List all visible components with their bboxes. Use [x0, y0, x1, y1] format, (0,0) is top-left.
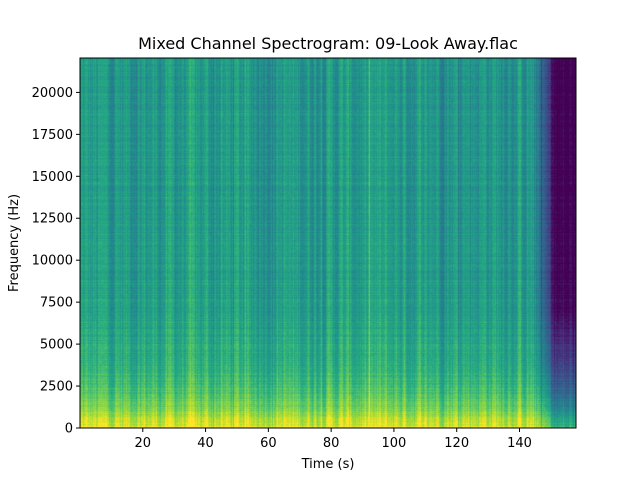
x-tick-label: 40	[197, 436, 214, 451]
x-tick-label: 20	[135, 436, 152, 451]
plot-area	[80, 58, 576, 428]
y-tick-label: 10000	[32, 254, 73, 269]
x-tick-label: 140	[507, 436, 532, 451]
y-tick-label: 5000	[40, 338, 73, 353]
spectrogram-image	[80, 58, 576, 428]
y-tick-label: 20000	[32, 86, 73, 101]
x-tick-label: 60	[260, 436, 277, 451]
x-tick-label: 100	[382, 436, 407, 451]
y-axis-ticks: 0 2500 5000 7500 10000 12500 15000 17500 20000	[32, 86, 80, 437]
x-axis-label: Time (s)	[301, 457, 355, 472]
y-tick-label: 15000	[32, 170, 73, 185]
x-axis-ticks: 20 40 60 80 100 120 140	[135, 428, 532, 451]
y-tick-label: 0	[65, 422, 73, 437]
x-tick-label: 120	[444, 436, 469, 451]
y-axis-label: Frequency (Hz)	[7, 194, 22, 292]
chart-title: Mixed Channel Spectrogram: 09-Look Away.…	[138, 34, 518, 53]
y-tick-label: 12500	[32, 212, 73, 227]
axes-frame	[79, 57, 577, 429]
y-tick-label: 17500	[32, 128, 73, 143]
y-tick-label: 2500	[40, 380, 73, 395]
y-tick-label: 7500	[40, 296, 73, 311]
x-tick-label: 80	[323, 436, 340, 451]
